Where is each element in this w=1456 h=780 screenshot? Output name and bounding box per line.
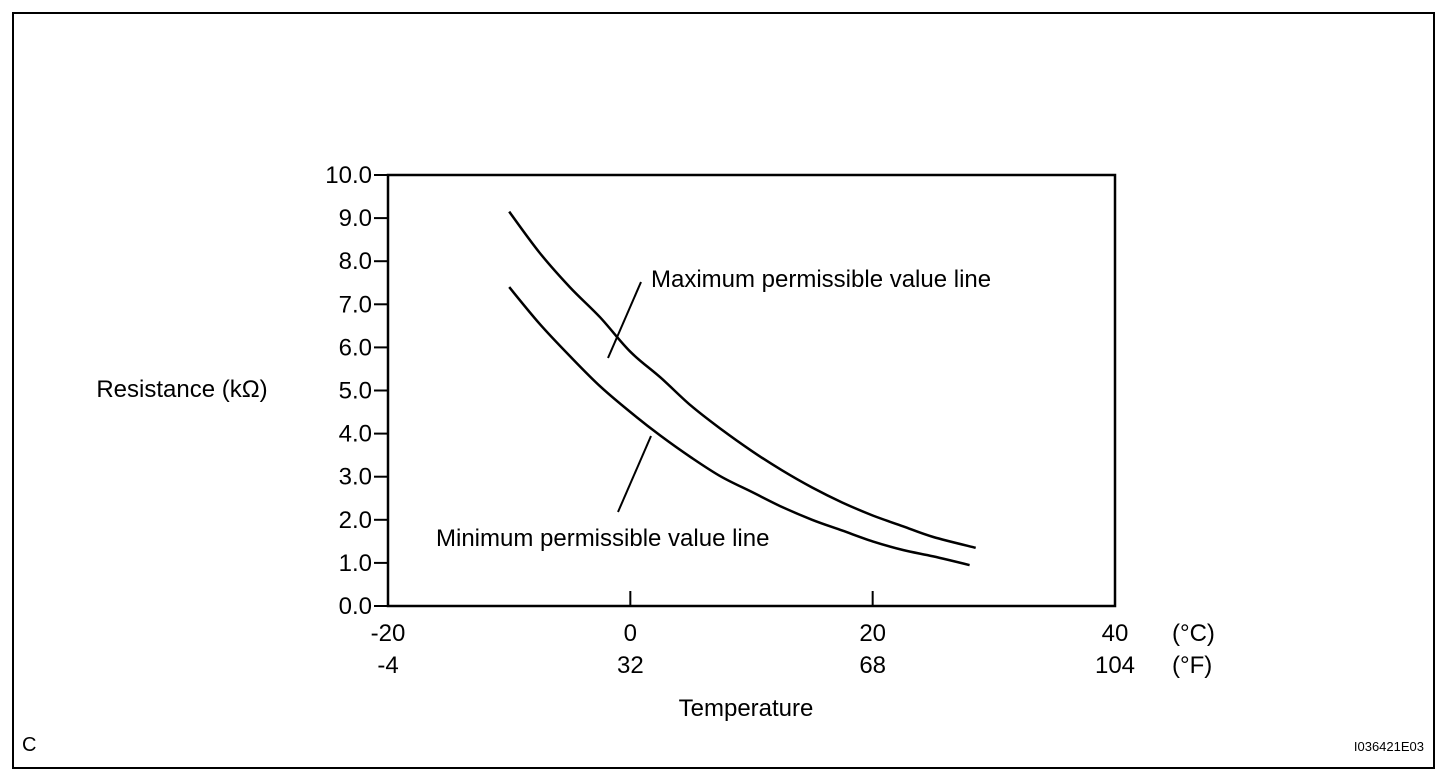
series-lines	[508, 210, 977, 567]
plot-area: 0.0 1.0 2.0 3.0 4.0 5.0 6.0 7.0 8.0 9.0 10.0 -20 -4…	[325, 162, 1135, 679]
y-tick-label: 9.0	[339, 205, 372, 232]
y-tick-label: 2.0	[339, 507, 372, 534]
x-tick-label-fahrenheit: 68	[859, 652, 886, 679]
max-line-leader	[607, 281, 642, 359]
unit-fahrenheit: (°F)	[1172, 652, 1212, 679]
y-tick-label: 0.0	[339, 593, 372, 620]
y-tick-label: 10.0	[325, 162, 372, 189]
y-tick-label: 4.0	[339, 421, 372, 448]
x-tick-label-celsius: 20	[859, 620, 886, 647]
annotation-leaders	[607, 281, 652, 513]
x-axis: -20 -4 0 32 20 68 40 104	[371, 591, 1135, 679]
unit-celsius: (°C)	[1172, 620, 1215, 647]
x-tick-label-fahrenheit: 32	[617, 652, 644, 679]
min-line-annotation: Minimum permissible value line	[436, 525, 769, 552]
y-tick-label: 1.0	[339, 550, 372, 577]
y-axis: 0.0 1.0 2.0 3.0 4.0 5.0 6.0 7.0 8.0 9.0 10.0	[325, 162, 388, 620]
min-line-leader	[617, 435, 652, 513]
x-tick-label-celsius: 0	[624, 620, 637, 647]
min-permissible-value-line	[508, 286, 970, 567]
max-permissible-value-line	[508, 210, 977, 550]
x-tick-label-celsius: -20	[371, 620, 406, 647]
y-tick-label: 5.0	[339, 378, 372, 405]
outer-frame	[12, 12, 1435, 769]
y-tick-label: 3.0	[339, 464, 372, 491]
x-tick-label-fahrenheit: -4	[377, 652, 398, 679]
x-tick-label-celsius: 40	[1102, 620, 1129, 647]
max-line-annotation: Maximum permissible value line	[651, 266, 991, 293]
figure-id: I036421E03	[1354, 739, 1424, 754]
x-tick-label-fahrenheit: 104	[1095, 652, 1135, 679]
corner-label: C	[22, 734, 36, 756]
x-axis-title: Temperature	[679, 695, 814, 722]
y-tick-label: 7.0	[339, 291, 372, 318]
y-axis-title: Resistance (kΩ)	[96, 376, 267, 403]
y-tick-label: 8.0	[339, 248, 372, 275]
y-tick-label: 6.0	[339, 334, 372, 361]
